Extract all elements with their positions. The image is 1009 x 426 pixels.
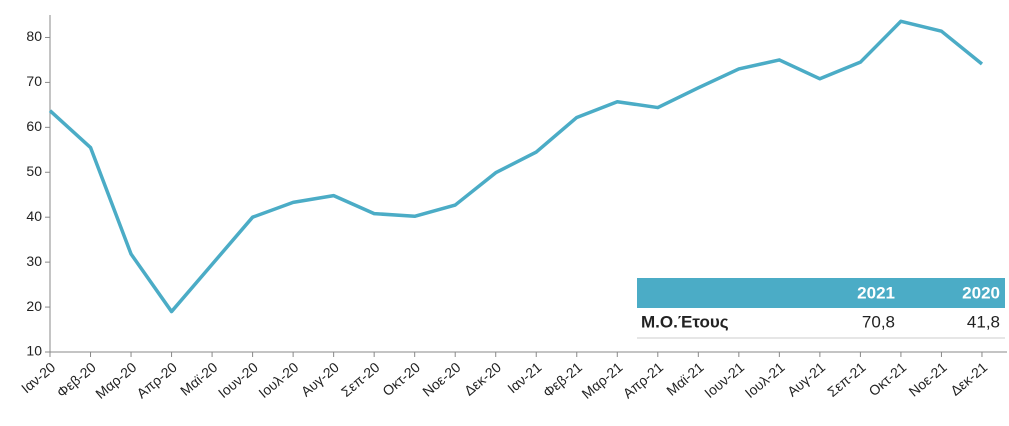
x-tick-label: Απρ-21 <box>620 359 667 402</box>
x-tick-label: Σεπ-20 <box>338 359 383 400</box>
x-tick-label: Οκτ-21 <box>866 359 910 399</box>
line <box>48 19 984 314</box>
x-tick-label: Ιουλ-20 <box>255 359 301 401</box>
table-header <box>637 278 1005 308</box>
table-column: 2021 <box>857 283 895 302</box>
x-tick-label: Αυγ-21 <box>784 359 828 400</box>
x-tick-label: Δεκ-20 <box>461 359 504 399</box>
x-tick-label: Ιουν-20 <box>215 359 261 401</box>
y-tick-label: 60 <box>26 118 42 134</box>
y-tick-label: 70 <box>26 73 42 89</box>
y-tick-label: 80 <box>26 28 42 44</box>
x-tick-label: Μαϊ-21 <box>663 359 706 399</box>
x-tick-label: Ιαν-20 <box>18 359 58 397</box>
x-tick-label: Ιουλ-21 <box>742 359 788 401</box>
x-tick-label: Ιουν-21 <box>701 359 747 401</box>
x-tick-label: Φεβ-21 <box>540 359 585 401</box>
table-cell: 70,8 <box>862 312 895 331</box>
y-tick-label: 20 <box>26 298 42 314</box>
x-tick-label: Μαρ-20 <box>92 359 139 402</box>
x-tick-label: Σεπ-21 <box>824 359 869 400</box>
x-tick-label: Δεκ-21 <box>947 359 990 399</box>
x-tick-label: Μαρ-21 <box>579 359 626 402</box>
x-tick-label: Ιαν-21 <box>504 359 544 397</box>
x-tick-label: Μαϊ-20 <box>177 359 220 399</box>
y-tick-label: 50 <box>26 163 42 179</box>
x-tick-label: Αυγ-20 <box>298 359 342 400</box>
y-tick-label: 40 <box>26 208 42 224</box>
y-tick-label: 10 <box>26 343 42 359</box>
y-tick-label: 30 <box>26 253 42 269</box>
table-column: 2020 <box>962 283 1000 302</box>
x-tick-label: Απρ-20 <box>133 359 180 402</box>
table-cell: 41,8 <box>967 312 1000 331</box>
x-tick-label: Οκτ-20 <box>379 359 423 399</box>
x-tick-label: Φεβ-20 <box>54 359 99 401</box>
x-tick-label: Νοε-21 <box>905 359 949 400</box>
table-cell: Μ.Ο.Έτους <box>641 312 729 331</box>
x-tick-label: Νοε-20 <box>419 359 463 400</box>
